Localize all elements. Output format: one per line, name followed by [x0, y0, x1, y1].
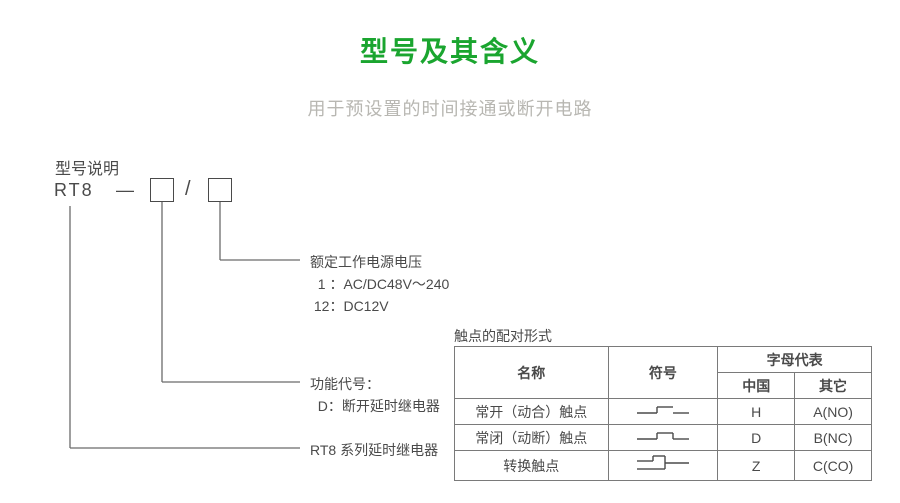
cell-letter-cn: H	[718, 399, 795, 425]
cell-name: 转换触点	[455, 451, 609, 481]
cell-letter-other: C(CO)	[795, 451, 872, 481]
callout-voltage-line1: 1 ：AC/DC48V～240	[310, 274, 449, 294]
cell-name: 常闭（动断）触点	[455, 425, 609, 451]
contact-table-caption: 触点的配对形式	[454, 326, 552, 346]
cell-symbol	[608, 451, 718, 481]
contact-symbol-icon	[633, 427, 693, 445]
cell-symbol	[608, 425, 718, 451]
callout-func-title: 功能代号：	[310, 374, 380, 394]
page-title: 型号及其含义	[0, 30, 900, 70]
callout-series-title: RT8 系列延时继电器	[310, 440, 438, 460]
th-symbol: 符号	[608, 347, 718, 399]
contact-symbol-icon	[633, 453, 693, 475]
model-box-1	[150, 178, 174, 202]
callout-func-line1: D：断开延时继电器	[310, 396, 440, 416]
th-letter-other: 其它	[795, 373, 872, 399]
th-letter-cn: 中国	[718, 373, 795, 399]
cell-letter-cn: D	[718, 425, 795, 451]
cell-letter-cn: Z	[718, 451, 795, 481]
table-row: 转换触点 ZC(CO)	[455, 451, 872, 481]
model-prefix: RT8	[54, 180, 94, 201]
callout-voltage-title: 额定工作电源电压	[310, 252, 422, 272]
table-row: 常闭（动断）触点 DB(NC)	[455, 425, 872, 451]
contact-symbol-icon	[633, 401, 693, 419]
contact-table: 名称符号字母代表中国其它常开（动合）触点 HA(NO) 常闭（动断）触点 DB(NC)…	[454, 346, 872, 481]
section-label-model: 型号说明	[55, 155, 119, 179]
th-name: 名称	[455, 347, 609, 399]
cell-letter-other: A(NO)	[795, 399, 872, 425]
model-slash: /	[185, 178, 191, 201]
cell-symbol	[608, 399, 718, 425]
page-subtitle: 用于预设置的时间接通或断开电路	[0, 95, 900, 121]
th-letter-group: 字母代表	[718, 347, 872, 373]
table-row: 常开（动合）触点 HA(NO)	[455, 399, 872, 425]
cell-letter-other: B(NC)	[795, 425, 872, 451]
model-box-2	[208, 178, 232, 202]
model-dash: —	[116, 180, 134, 201]
cell-name: 常开（动合）触点	[455, 399, 609, 425]
callout-voltage-line2: 12：DC12V	[310, 296, 389, 316]
